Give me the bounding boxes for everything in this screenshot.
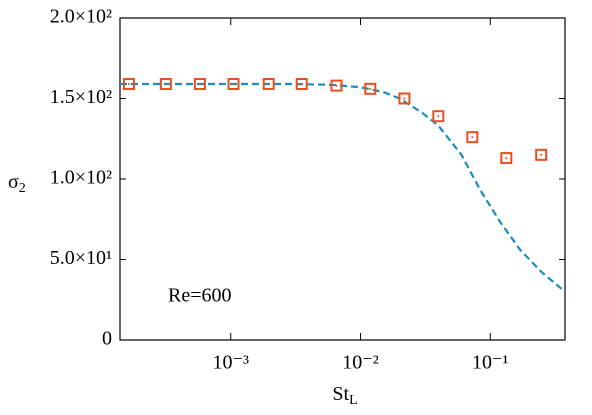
marker-dot [164, 83, 167, 86]
marker [535, 148, 548, 161]
annotation: Re=600 [168, 285, 232, 307]
marker-dot [471, 136, 474, 139]
marker-dot [369, 87, 372, 90]
y-label-sub: 2 [19, 181, 26, 196]
marker-square [466, 131, 479, 144]
marker [500, 152, 513, 165]
y-tick-label: 1.0×10² [50, 167, 112, 189]
marker-dot [198, 83, 201, 86]
marker-square [193, 78, 206, 91]
x-label-sub: L [349, 393, 358, 408]
marker-dot [505, 157, 508, 160]
marker-square [398, 92, 411, 105]
marker-square [295, 78, 308, 91]
marker [193, 78, 206, 91]
marker [262, 78, 275, 91]
marker [159, 78, 172, 91]
marker [330, 79, 343, 92]
marker-square [535, 148, 548, 161]
marker [227, 78, 240, 91]
marker-square [159, 78, 172, 91]
marker [364, 82, 377, 95]
marker [122, 78, 135, 91]
x-tick-label: 10⁻¹ [472, 352, 509, 374]
marker [398, 92, 411, 105]
marker-dot [127, 83, 130, 86]
marker-square [500, 152, 513, 165]
y-label-text: σ [8, 171, 19, 193]
x-tick-label: 10⁻³ [212, 352, 249, 374]
marker-square [122, 78, 135, 91]
x-label-text: St [332, 383, 349, 405]
x-tick-label: 10⁻² [342, 352, 379, 374]
marker-dot [437, 115, 440, 118]
marker-square [330, 79, 343, 92]
theory-line [120, 82, 566, 293]
marker-dot [232, 83, 235, 86]
marker-square [432, 110, 445, 123]
marker-dot [267, 83, 270, 86]
marker-square [227, 78, 240, 91]
marker [295, 78, 308, 91]
x-axis-label: StL [332, 383, 357, 409]
marker [432, 110, 445, 123]
y-tick-label: 5.0×10¹ [50, 247, 112, 269]
marker [466, 131, 479, 144]
y-tick-label: 0 [102, 328, 112, 350]
marker-square [364, 82, 377, 95]
marker-dot [403, 97, 406, 100]
marker-dot [335, 84, 338, 87]
marker-dot [540, 153, 543, 156]
y-tick-label: 1.5×10² [50, 86, 112, 108]
y-axis-label: σ2 [8, 171, 26, 197]
marker-dot [300, 83, 303, 86]
marker-square [262, 78, 275, 91]
y-tick-label: 2.0×10² [50, 6, 112, 28]
